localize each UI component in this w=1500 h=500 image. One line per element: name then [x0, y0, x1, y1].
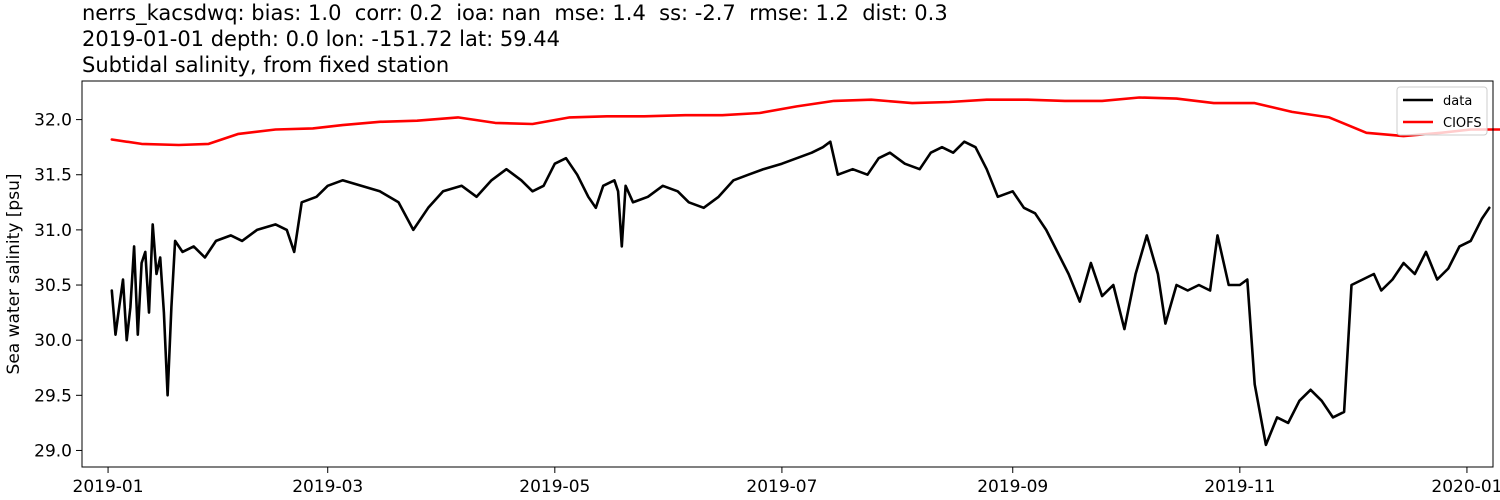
y-tick-label: 29.5 [34, 386, 72, 406]
y-tick-label: 30.5 [34, 276, 72, 296]
y-axis: 29.0 29.5 30.0 30.5 31.0 31.5 32.0 [34, 111, 82, 461]
title-line-description: Subtidal salinity, from fixed station [82, 53, 450, 77]
title-block: nerrs_kacsdwq: bias: 1.0 corr: 0.2 ioa: … [82, 0, 948, 78]
y-tick-label: 30.0 [34, 331, 72, 351]
legend-label: CIOFS [1443, 116, 1482, 131]
title-line-station: 2019-01-01 depth: 0.0 lon: -151.72 lat: … [82, 27, 560, 51]
y-tick-label: 31.5 [34, 166, 72, 186]
x-tick-label: 2019-01 [73, 477, 144, 497]
legend: data CIOFS [1396, 86, 1488, 136]
y-tick-label: 31.0 [34, 221, 72, 241]
y-axis-label: Sea water salinity [psu] [4, 174, 24, 375]
x-tick-label: 2019-03 [292, 477, 363, 497]
x-axis: 2019-01 2019-03 2019-05 2019-07 2019-09 2019-… [73, 467, 1500, 497]
plot-frame [81, 80, 1494, 468]
x-tick-label: 2019-07 [746, 477, 817, 497]
y-tick-label: 32.0 [34, 111, 72, 131]
x-tick-label: 2019-09 [977, 477, 1048, 497]
x-tick-label: 2019-05 [519, 477, 590, 497]
y-tick-label: 29.0 [34, 441, 72, 461]
x-tick-label: 2020-01 [1431, 477, 1500, 497]
series-layer [110, 96, 1500, 447]
legend-label: data [1443, 94, 1472, 109]
x-tick-label: 2019-11 [1204, 477, 1275, 497]
series-line-ciofs [110, 96, 1500, 147]
title-line-metrics: nerrs_kacsdwq: bias: 1.0 corr: 0.2 ioa: … [82, 1, 948, 25]
series-line-data [110, 140, 1491, 447]
plot-area [82, 81, 1493, 467]
